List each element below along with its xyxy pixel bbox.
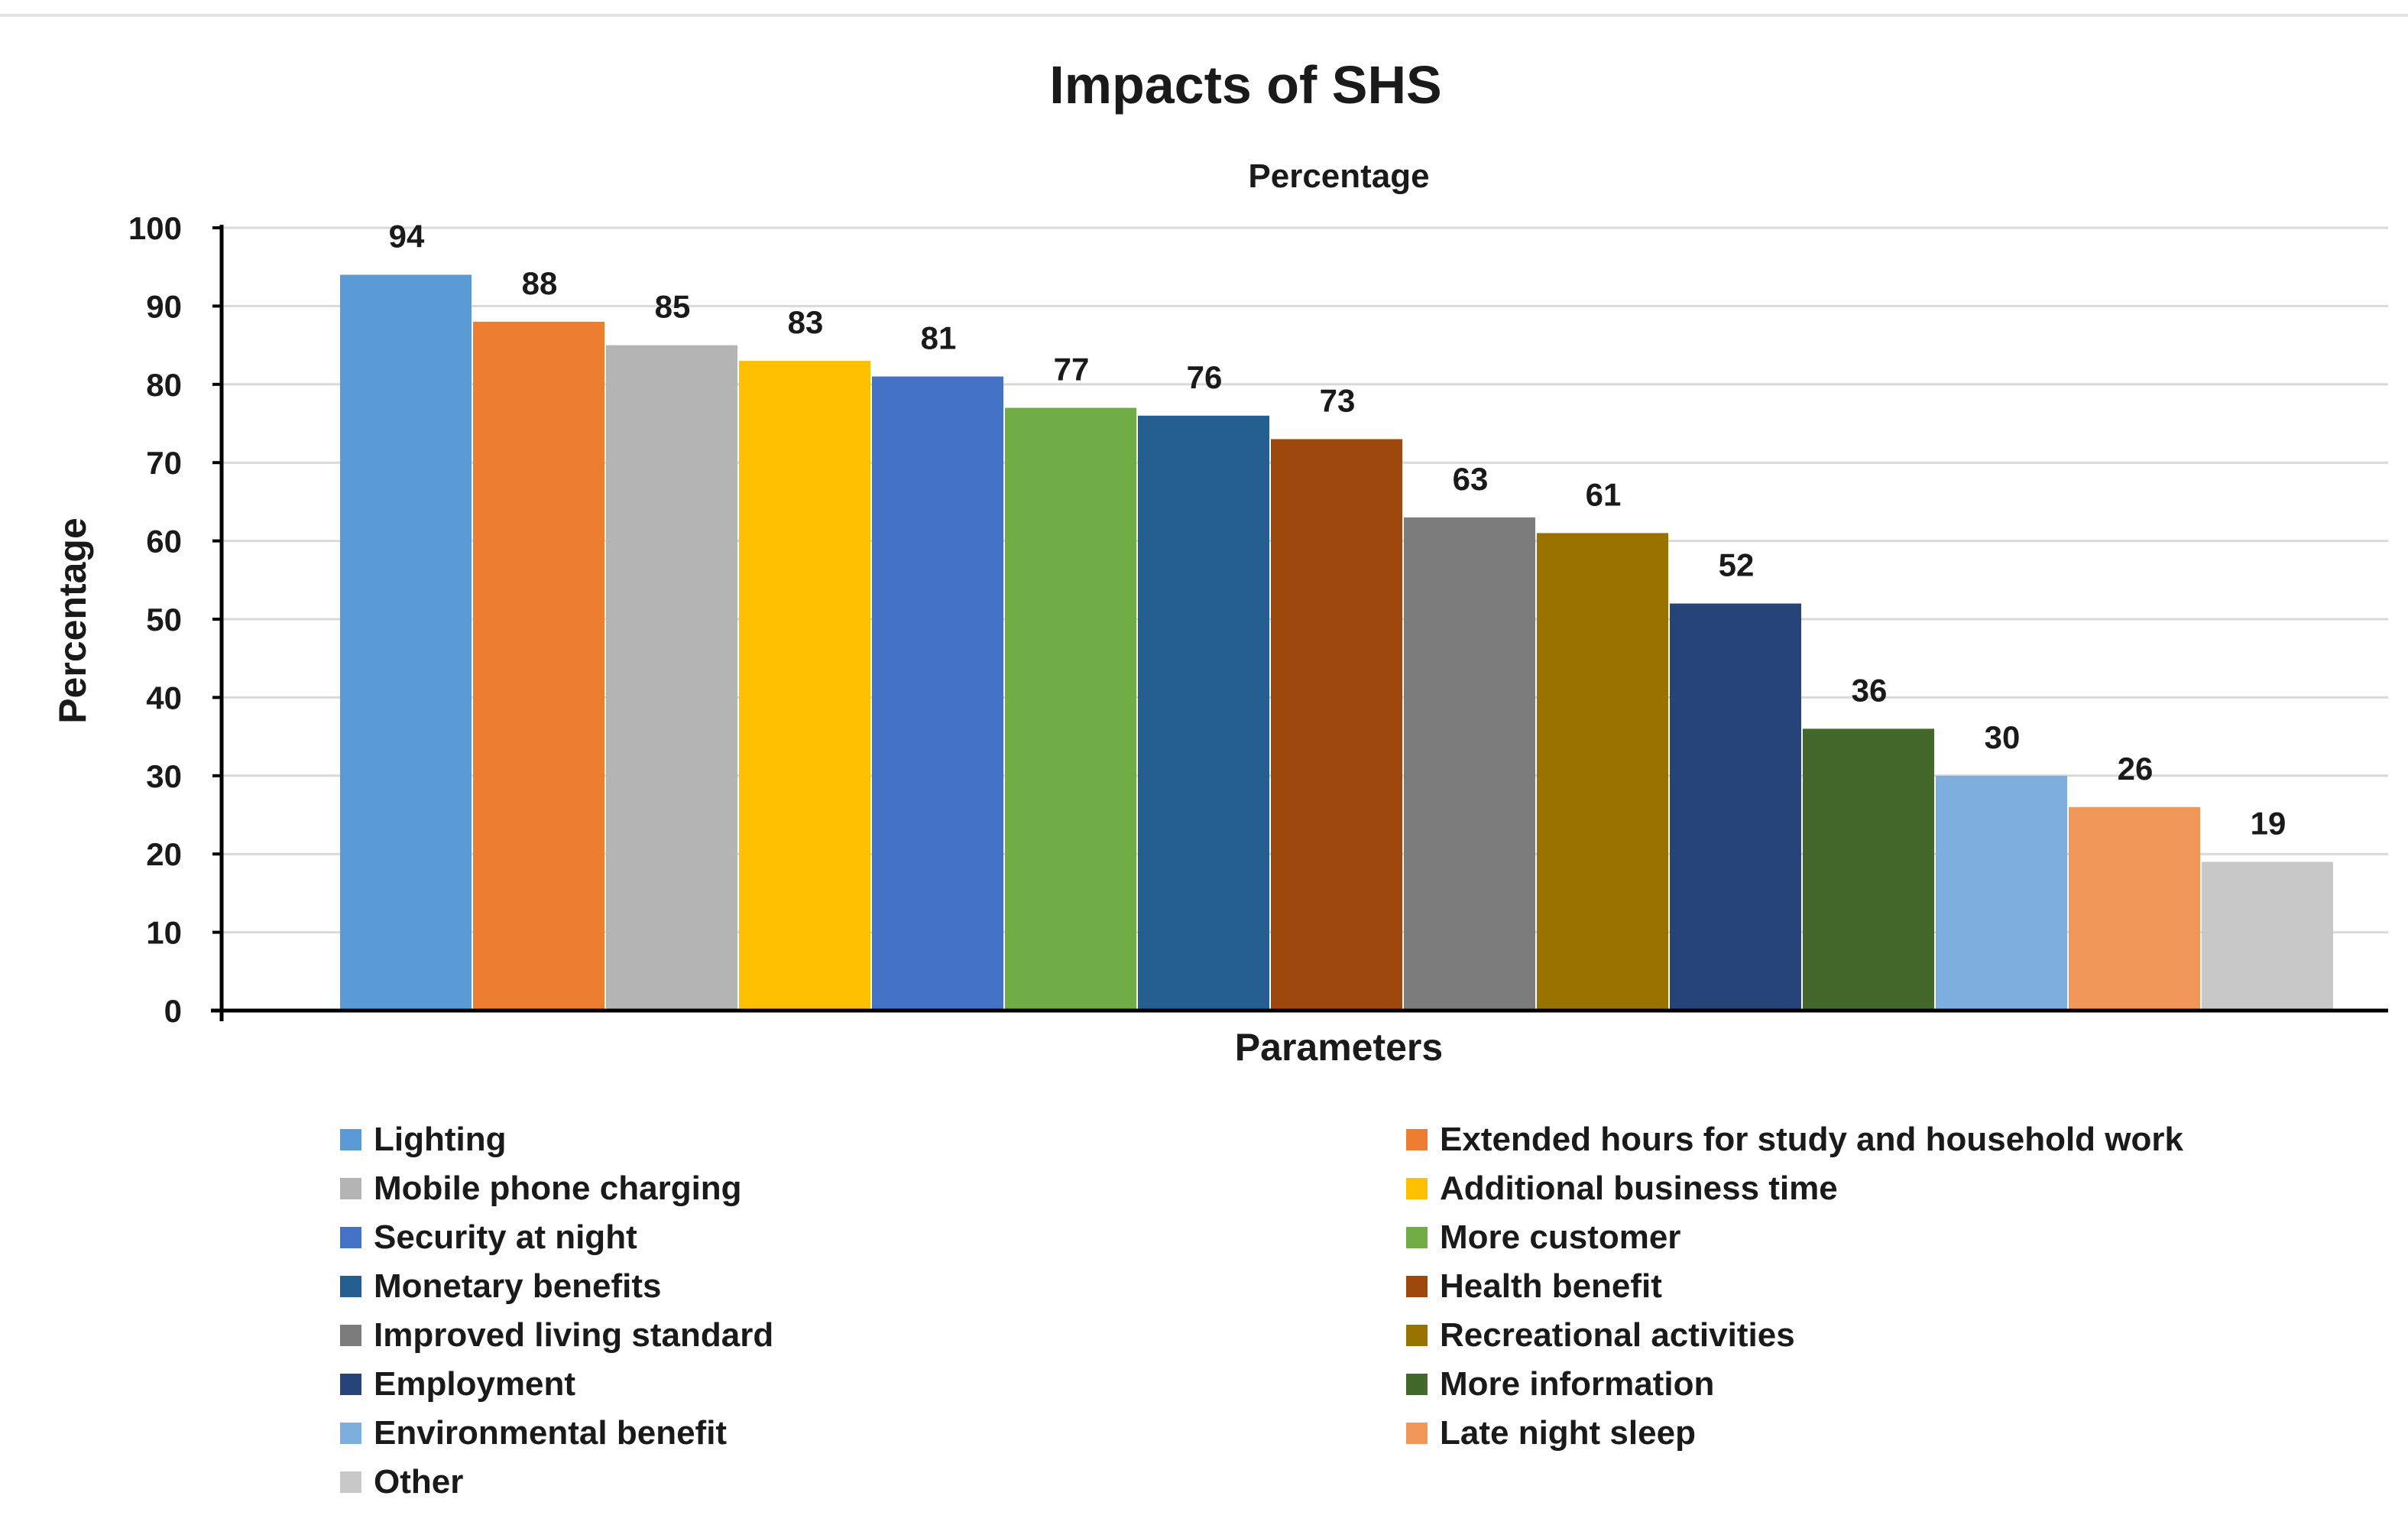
legend-swatch: [340, 1325, 361, 1346]
bar: [340, 274, 472, 1011]
legend-item: More information: [1406, 1365, 2327, 1403]
legend-label: Other: [374, 1463, 464, 1501]
legend-label: Environmental benefit: [374, 1414, 728, 1452]
legend-swatch: [340, 1374, 361, 1395]
data-label: 81: [921, 320, 957, 356]
legend-item: Other: [340, 1463, 1406, 1501]
legend-swatch: [340, 1178, 361, 1199]
y-tick-label: 10: [146, 915, 182, 951]
data-label: 77: [1054, 352, 1090, 388]
bar: [1005, 407, 1136, 1011]
bar: [1670, 603, 1801, 1011]
legend-swatch: [1406, 1276, 1428, 1297]
bar: [872, 376, 1003, 1011]
bar: [739, 361, 870, 1011]
legend-item: Employment: [340, 1365, 1406, 1403]
legend-swatch: [1406, 1178, 1428, 1199]
legend-item: Mobile phone charging: [340, 1170, 1406, 1207]
legend-swatch: [340, 1129, 361, 1150]
legend-label: Health benefit: [1440, 1267, 1662, 1305]
y-tick-label: 50: [146, 602, 182, 638]
legend-item: More customer: [1406, 1218, 2327, 1256]
legend-swatch: [1406, 1325, 1428, 1346]
legend-swatch: [1406, 1129, 1428, 1150]
legend-item: Improved living standard: [340, 1316, 1406, 1354]
y-tick-label: 40: [146, 680, 182, 715]
y-tick-label: 20: [146, 836, 182, 872]
legend-label: More information: [1440, 1365, 1715, 1403]
bar: [1936, 775, 2067, 1011]
data-label: 26: [2118, 751, 2154, 787]
data-label: 83: [788, 304, 824, 340]
y-tick-label: 80: [146, 367, 182, 403]
bar: [1138, 415, 1269, 1011]
legend-item: Lighting: [340, 1121, 1406, 1158]
legend-label: Additional business time: [1440, 1170, 1838, 1207]
legend-item: Security at night: [340, 1218, 1406, 1256]
legend-label: Employment: [374, 1365, 576, 1403]
legend-item: Recreational activities: [1406, 1316, 2327, 1354]
legend-label: Security at night: [374, 1218, 637, 1256]
legend-label: More customer: [1440, 1218, 1681, 1256]
legend-swatch: [340, 1276, 361, 1297]
bar: [1271, 439, 1402, 1011]
data-label: 63: [1453, 461, 1489, 497]
bar: [1404, 517, 1535, 1011]
data-label: 52: [1719, 547, 1755, 583]
y-tick-label: 30: [146, 758, 182, 794]
legend-label: Late night sleep: [1440, 1414, 1696, 1452]
y-tick-label: 70: [146, 445, 182, 481]
y-tick-label: 0: [164, 993, 182, 1029]
legend-swatch: [340, 1227, 361, 1248]
legend-label: Mobile phone charging: [374, 1170, 742, 1207]
bar: [1803, 728, 1934, 1011]
data-label: 76: [1187, 359, 1223, 395]
data-label: 73: [1320, 382, 1356, 418]
data-label: 94: [389, 218, 425, 254]
bars: [340, 274, 2333, 1011]
y-axis-title: Percentage: [51, 518, 94, 724]
legend-item: Extended hours for study and household w…: [1406, 1121, 2327, 1158]
bar: [606, 345, 737, 1011]
chart-title: Impacts of SHS: [1049, 55, 1441, 115]
legend: Lighting Extended hours for study and hou…: [340, 1121, 2327, 1501]
legend-item: Environmental benefit: [340, 1414, 1406, 1452]
bar: [1537, 533, 1668, 1011]
data-label: 30: [1985, 719, 2021, 755]
legend-item: Late night sleep: [1406, 1414, 2327, 1452]
legend-swatch: [340, 1423, 361, 1444]
legend-swatch: [340, 1471, 361, 1493]
legend-item: Health benefit: [1406, 1267, 2327, 1305]
legend-swatch: [1406, 1423, 1428, 1444]
bar: [473, 321, 604, 1011]
legend-item: Monetary benefits: [340, 1267, 1406, 1305]
chart-subtitle: Percentage: [1248, 157, 1429, 195]
bar: [2069, 806, 2200, 1011]
y-tick-label: 90: [146, 288, 182, 324]
data-label: 36: [1852, 672, 1888, 708]
legend-item: Additional business time: [1406, 1170, 2327, 1207]
data-label: 61: [1586, 476, 1622, 512]
data-label: 85: [655, 289, 691, 325]
bar: [2202, 861, 2333, 1011]
legend-swatch: [1406, 1374, 1428, 1395]
data-label: 88: [522, 265, 558, 301]
legend-label: Monetary benefits: [374, 1267, 662, 1305]
legend-swatch: [1406, 1227, 1428, 1248]
data-labels: 94 88 85 83 81 77 76 73 63 61 52 36 30 26 19: [389, 218, 2286, 841]
y-tick-label: 100: [128, 210, 182, 246]
legend-label: Lighting: [374, 1121, 507, 1158]
legend-label: Improved living standard: [374, 1316, 774, 1354]
data-label: 19: [2251, 805, 2286, 841]
bar-chart: 94 88 85 83 81 77 76 73 63 61 52 36 30 26 19 0 10 20 30 40…: [51, 55, 2388, 1069]
top-divider: [0, 14, 2408, 17]
legend-label: Recreational activities: [1440, 1316, 1795, 1354]
y-tick-label: 60: [146, 524, 182, 560]
legend-label: Extended hours for study and household w…: [1440, 1121, 2183, 1158]
y-tick-labels: 0 10 20 30 40 50 60 70 80 90 100: [128, 210, 222, 1029]
x-axis-title: Parameters: [1235, 1026, 1443, 1069]
